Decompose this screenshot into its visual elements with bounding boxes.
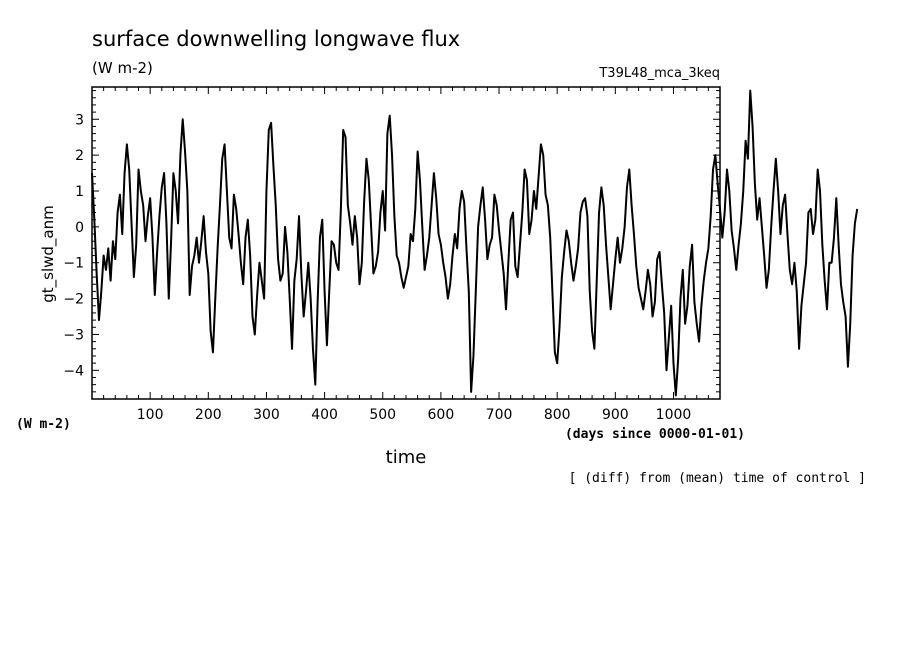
y-tick-label: −2 [63,292,84,308]
x-tick-label: 700 [486,407,513,423]
y-tick-label: −3 [63,327,84,343]
x-axis-tick-labels: 100 200 300 400 500 600 700 800 900 1000 [137,407,692,423]
x-axis-label: time [386,447,427,468]
y-axis-label: gt_slwd_anm [39,205,58,303]
x-tick-label: 600 [428,407,455,423]
x-tick-label: 200 [195,407,222,423]
x-tick-label: 900 [602,407,629,423]
x-tick-label: 800 [544,407,571,423]
title-units-label: (W m-2) [92,59,153,77]
y-axis-ticks [92,90,720,400]
y-tick-label: 0 [75,220,84,236]
y-tick-label: 2 [75,148,84,164]
x-axis-units-label: (days since 0000-01-01) [565,427,745,442]
y-tick-label: −4 [63,363,84,379]
experiment-label: T39L48_mca_3keq [598,66,720,81]
y-tick-label: −1 [63,256,84,272]
x-tick-label: 1000 [656,407,692,423]
y-tick-label: 3 [75,112,84,128]
chart-title: surface downwelling longwave flux [92,27,460,51]
footnote: [ (diff) from (mean) time of control ] [569,471,866,486]
y-axis-tick-labels: 3 2 1 0 −1 −2 −3 −4 [63,112,84,379]
y-tick-label: 1 [75,184,84,200]
plot-frame [91,86,721,400]
series-line [91,89,859,397]
x-tick-label: 500 [369,407,396,423]
x-tick-label: 400 [311,407,338,423]
x-tick-label: 100 [137,407,164,423]
x-tick-label: 300 [253,407,280,423]
y-axis-units-label: (W m-2) [16,417,71,432]
